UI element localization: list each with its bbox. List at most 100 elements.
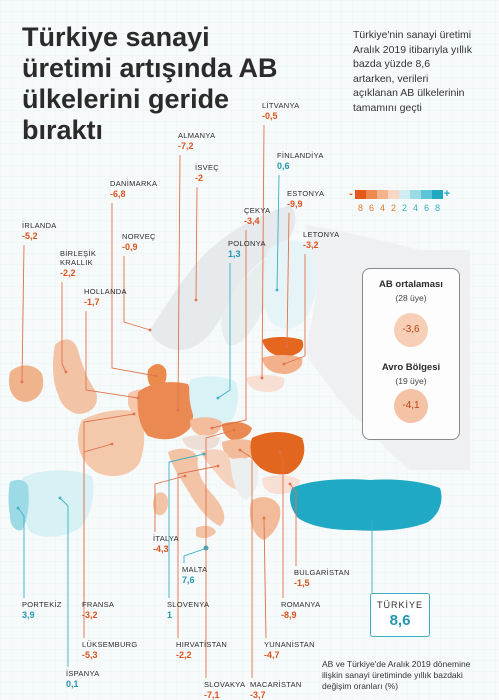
leader-line-ispanya — [59, 497, 69, 667]
legend-swatch — [399, 190, 410, 199]
legend-plus: + — [443, 188, 451, 200]
footnote: AB ve Türkiye'de Aralık 2019 dönemine il… — [322, 659, 471, 691]
country-label-ispanya: İSPANYA 0,1 — [66, 669, 100, 689]
country-shape-italy — [168, 448, 225, 526]
leader-dot-slovenya — [202, 452, 206, 456]
legend-swatch — [421, 190, 432, 199]
euro-average-block: Avro Bölgesi (19 üye) — [363, 362, 459, 386]
turkey-callout: TÜRKİYE 8,6 — [370, 593, 430, 637]
leader-line-norvec — [123, 256, 151, 331]
euro-average-title: Avro Bölgesi — [381, 362, 441, 373]
euro-average-members: (19 üye) — [395, 376, 427, 386]
leader-dot-italya — [183, 474, 187, 478]
leader-line-slovakya — [205, 429, 235, 678]
eu-average-block: AB ortalaması (28 üye) — [363, 279, 459, 303]
leader-line-isvec — [195, 186, 198, 301]
country-value: -4,7 — [264, 650, 280, 660]
leader-dot-isvec — [194, 298, 198, 302]
legend-tick: 6 — [423, 203, 429, 213]
country-name: LÜKSEMBURG — [82, 640, 138, 649]
country-shape-romania — [250, 432, 305, 475]
country-label-cekya: ÇEKYA -3,4 — [244, 206, 270, 226]
country-value: -3,7 — [250, 690, 266, 700]
country-shape-ireland — [8, 365, 44, 402]
leader-line-litvanya — [261, 124, 265, 379]
eu-average-value: -3,6 — [394, 313, 428, 347]
country-value: -2,2 — [176, 650, 192, 660]
country-value: -0,5 — [262, 111, 278, 121]
country-label-slovenya: SLOVENYA 1 — [167, 600, 209, 620]
leader-dot-estonya — [285, 344, 289, 348]
country-label-portekiz: PORTEKİZ 3,9 — [22, 600, 62, 620]
legend-tick: 8 — [434, 203, 440, 213]
legend-swatch — [366, 190, 377, 199]
country-value: -2,2 — [60, 268, 76, 278]
country-label-yunanistan: YUNANİSTAN -4,7 — [264, 640, 315, 660]
legend-bar: - + — [347, 189, 457, 200]
leader-dot-hollanda — [136, 396, 140, 400]
country-shape-poland — [189, 376, 239, 424]
country-shape-czechia — [190, 417, 222, 436]
legend-tick: 8 — [357, 203, 363, 213]
leader-line-letonya — [283, 254, 306, 365]
country-shape-sardinia — [153, 492, 168, 516]
country-value: -1,5 — [294, 578, 310, 588]
leader-line-polonya — [217, 263, 231, 399]
legend-swatch — [388, 190, 399, 199]
leader-dot-luksemburg — [132, 412, 136, 416]
country-shape-turkey — [290, 479, 442, 531]
legend-tick: 2 — [401, 203, 407, 213]
country-label-estonya: ESTONYA -9,9 — [287, 189, 324, 209]
leader-line-hirvatistan — [177, 465, 219, 638]
leader-dot-almanya — [176, 408, 180, 412]
leader-line-danimarka — [111, 203, 157, 377]
country-value: 7,6 — [182, 575, 195, 585]
country-name: FİNLANDİYA — [277, 151, 324, 160]
country-name: SLOVENYA — [167, 600, 210, 609]
country-name: ESTONYA — [287, 189, 325, 198]
country-name: POLONYA — [228, 239, 266, 248]
leader-dot-hirvatistan — [216, 464, 220, 468]
country-value: 1,3 — [228, 249, 241, 259]
country-label-birlesik_krallik: BİRLEŞİK KRALLIK -2,2 — [60, 249, 96, 278]
country-name: BİRLEŞİK KRALLIK — [60, 249, 97, 267]
country-name: LETONYA — [303, 230, 340, 239]
country-label-polonya: POLONYA 1,3 — [228, 239, 266, 259]
country-value: -6,8 — [110, 189, 126, 199]
country-shape-austria — [182, 435, 220, 450]
country-name: MACARİSTAN — [250, 680, 302, 689]
euro-average-value: -4,1 — [394, 389, 428, 423]
country-name: FRANSA — [82, 600, 115, 609]
leader-dot-letonya — [282, 362, 286, 366]
leader-dot-macaristan — [238, 448, 242, 452]
country-name: HIRVATİSTAN — [176, 640, 228, 649]
leader-dot-cekya — [210, 426, 214, 430]
turkey-value: 8,6 — [389, 612, 411, 629]
country-label-hirvatistan: HIRVATİSTAN -2,2 — [176, 640, 227, 660]
country-label-almanya: ALMANYA -7,2 — [178, 131, 215, 151]
legend-minus: - — [349, 188, 353, 200]
leader-line-portekiz — [17, 507, 25, 598]
country-label-italya: İTALYA -4,3 — [153, 534, 179, 554]
country-value: -2 — [195, 173, 204, 183]
legend-swatch — [377, 190, 388, 199]
country-label-hollanda: HOLLANDA -1,7 — [84, 287, 127, 307]
legend-swatch — [432, 190, 443, 199]
leader-line-slovenya — [168, 453, 205, 598]
country-label-luksemburg: LÜKSEMBURG -5,3 — [82, 640, 138, 660]
leader-line-yunanistan — [263, 517, 267, 639]
leader-dot-polonya — [216, 396, 220, 400]
leader-line-malta — [183, 547, 208, 563]
intro-text: Türkiye'nin sanayi üretimi Aralık 2019 i… — [353, 29, 473, 114]
leader-dot-ispanya — [58, 496, 62, 500]
country-value: -5,3 — [82, 650, 98, 660]
country-name: MALTA — [182, 565, 208, 574]
leader-line-finlandiya — [276, 174, 280, 291]
country-shape-germany — [137, 382, 194, 440]
leader-dot-slovakya — [232, 428, 236, 432]
country-label-isvec: İSVEÇ -2 — [195, 163, 219, 183]
legend-swatch — [410, 190, 421, 199]
country-label-romanya: ROMANYA -8,9 — [281, 600, 320, 620]
leader-line-italya — [154, 475, 186, 532]
country-label-danimarka: DANİMARKA -6,8 — [110, 179, 157, 199]
